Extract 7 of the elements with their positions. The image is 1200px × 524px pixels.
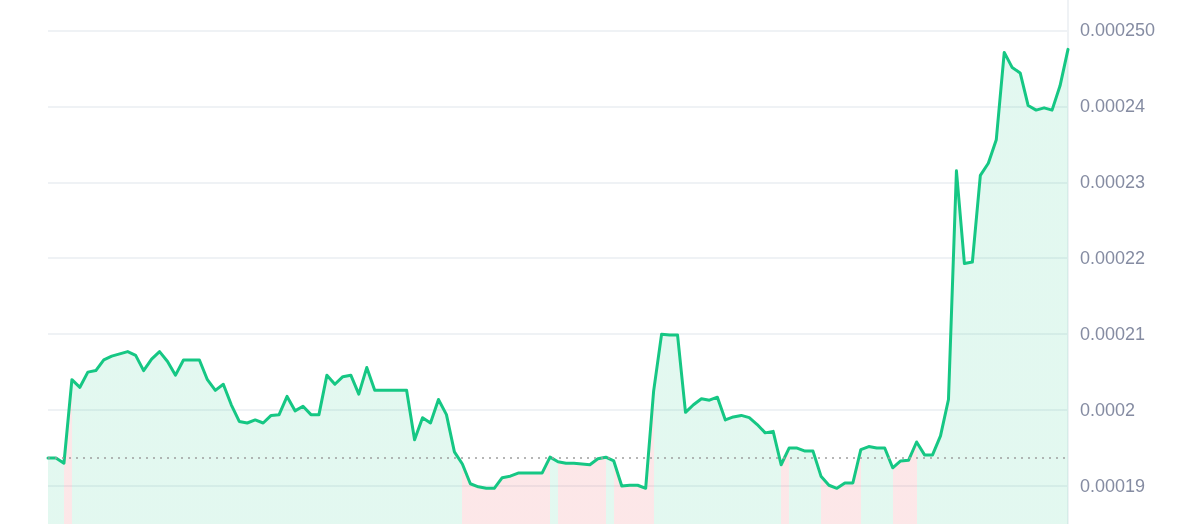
y-tick-label: 0.00021 bbox=[1080, 324, 1146, 345]
y-tick-label: 0.00024 bbox=[1080, 96, 1146, 117]
y-tick-label: 0.00023 bbox=[1080, 172, 1146, 193]
y-tick-label: 0.00019 bbox=[1080, 476, 1146, 497]
y-tick-label: 0.000250 bbox=[1080, 20, 1156, 41]
y-tick-label: 0.0002 bbox=[1080, 400, 1136, 421]
y-tick-label: 0.00022 bbox=[1080, 248, 1146, 269]
